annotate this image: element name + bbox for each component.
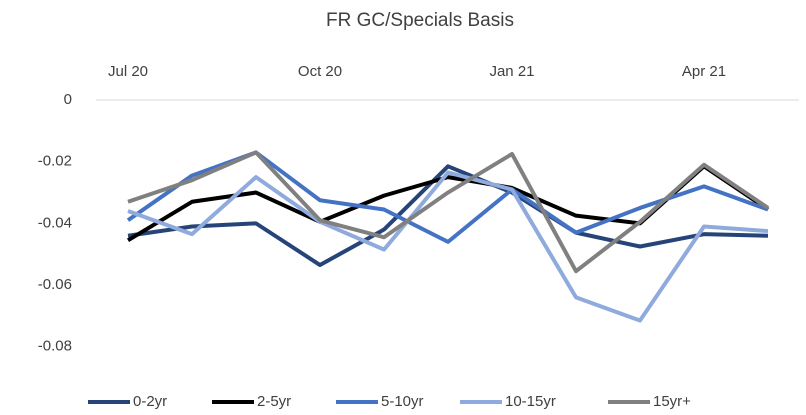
x-tick-label: Jul 20 <box>108 63 148 80</box>
series-line <box>127 164 769 268</box>
y-tick-label: 0 <box>64 91 72 108</box>
y-tick-label: -0.04 <box>38 214 72 231</box>
series-line <box>127 150 770 274</box>
series-line <box>127 170 769 323</box>
legend-label: 15yr+ <box>653 393 691 410</box>
legend-label: 2-5yr <box>257 393 291 410</box>
y-tick-label: -0.08 <box>38 338 72 355</box>
legend-label: 0-2yr <box>133 393 167 410</box>
legend-label: 5-10yr <box>381 393 424 410</box>
y-tick-label: -0.06 <box>38 276 72 293</box>
x-tick-label: Oct 20 <box>298 63 342 80</box>
y-tick-label: -0.02 <box>38 153 72 170</box>
chart-title: FR GC/Specials Basis <box>326 10 514 31</box>
x-tick-label: Apr 21 <box>682 63 726 80</box>
x-tick-label: Jan 21 <box>489 63 534 80</box>
legend-label: 10-15yr <box>505 393 556 410</box>
